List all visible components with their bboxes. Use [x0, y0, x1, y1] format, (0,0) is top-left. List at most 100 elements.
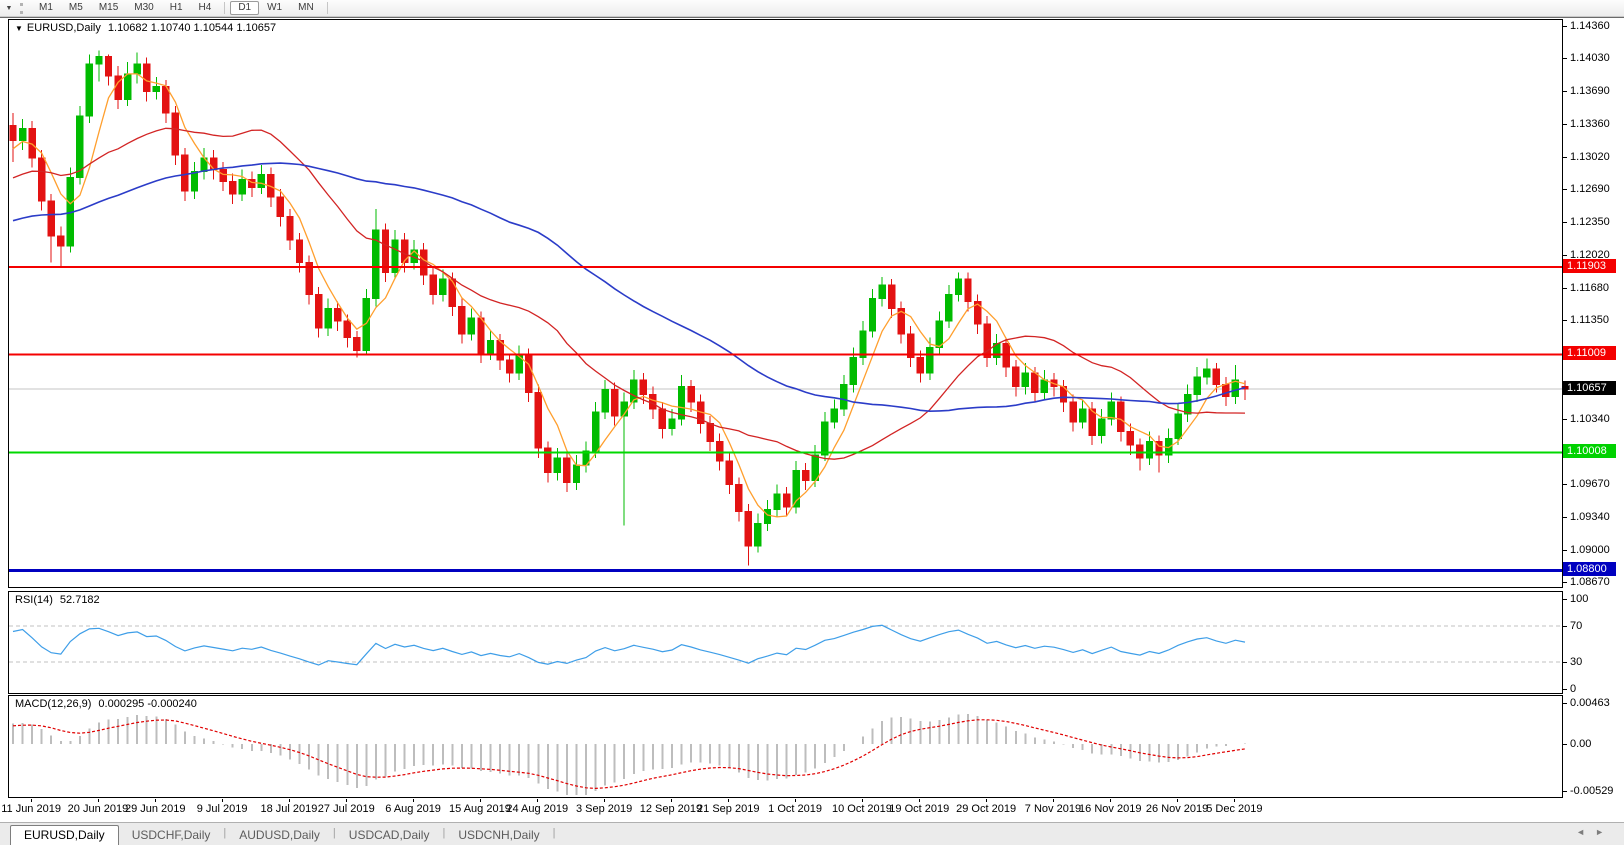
- macd-axis-tick: [1563, 703, 1567, 704]
- candle: [114, 66, 122, 110]
- date-axis-label: 27 Jul 2019: [317, 803, 375, 815]
- toolbar-grip-handle[interactable]: [20, 2, 25, 14]
- candlestick-plot[interactable]: [9, 20, 1562, 587]
- date-axis-label: 20 Jun 2019: [67, 803, 129, 815]
- candle: [782, 487, 791, 517]
- timeframe-button-h4[interactable]: H4: [198, 2, 212, 13]
- candle: [486, 330, 495, 361]
- price-tag-resistance-2: 1.11009: [1563, 346, 1616, 361]
- tab-divider: |: [442, 827, 446, 839]
- chart-tab-usdcad[interactable]: USDCAD,Daily: [348, 828, 430, 842]
- rsi-axis-label: 30: [1570, 656, 1583, 668]
- date-axis-tick: [986, 799, 988, 802]
- candle: [152, 76, 160, 100]
- macd-plot[interactable]: [9, 696, 1562, 797]
- date-axis-tick: [1234, 799, 1236, 802]
- candle: [324, 298, 332, 336]
- date-axis-tick: [479, 799, 481, 802]
- sma-mid-line: [12, 127, 1246, 460]
- timeframe-button-w1[interactable]: W1: [267, 2, 283, 13]
- price-axis-tick: [1563, 320, 1567, 322]
- tab-scroll-right-icon[interactable]: ►: [1595, 827, 1614, 837]
- rsi-axis-label: 100: [1570, 593, 1589, 605]
- date-axis-label: 7 Nov 2019: [1024, 803, 1082, 815]
- date-axis-label: 12 Sep 2019: [639, 803, 703, 815]
- candle: [429, 267, 437, 305]
- candle: [353, 330, 361, 358]
- candle: [1040, 369, 1049, 400]
- candle: [878, 277, 886, 307]
- candle: [1069, 394, 1077, 432]
- candle: [66, 167, 74, 253]
- candle: [190, 161, 199, 199]
- rsi-indicator-pane[interactable]: RSI(14) 52.7182: [8, 591, 1563, 694]
- chart-dropdown-button[interactable]: ▼: [5, 4, 13, 12]
- macd-label: MACD(12,26,9) 0.000295 -0.000240: [15, 698, 197, 710]
- tab-scroll-left-icon[interactable]: ◄: [1576, 827, 1596, 837]
- candle: [37, 150, 46, 211]
- price-tag-resistance-1: 1.11903: [1563, 259, 1616, 274]
- candle: [964, 272, 972, 312]
- candle: [725, 453, 733, 495]
- macd-name: MACD(12,26,9): [15, 698, 92, 710]
- timeframe-buttons: M1 M5 M15 M30 H1 H4 D1 W1 MN: [31, 1, 333, 15]
- chart-tab-usdchf[interactable]: USDCHF,Daily: [131, 828, 211, 842]
- candle: [639, 372, 647, 405]
- price-axis-tick: [1563, 91, 1567, 93]
- price-axis-tick: [1563, 287, 1567, 289]
- candle: [668, 409, 676, 436]
- candle: [1222, 376, 1230, 407]
- date-axis[interactable]: 11 Jun 2019 20 Jun 2019 29 Jun 2019 9 Jul 2…: [1, 799, 1563, 821]
- candle: [295, 233, 304, 273]
- date-axis-label: 29 Jun 2019: [124, 803, 186, 815]
- candle: [123, 62, 132, 107]
- timeframe-button-d1[interactable]: D1: [230, 1, 260, 15]
- candle: [926, 337, 934, 380]
- date-axis-label: 19 Oct 2019: [889, 803, 950, 815]
- date-axis-tick: [670, 799, 672, 802]
- price-axis-label: 1.13360: [1570, 117, 1610, 130]
- title-caret-icon[interactable]: ▼: [15, 24, 23, 33]
- timeframe-button-m5[interactable]: M5: [68, 2, 83, 13]
- candle: [219, 161, 227, 192]
- timeframe-button-mn[interactable]: MN: [298, 2, 314, 13]
- candle: [209, 150, 218, 180]
- macd-values: 0.000295 -0.000240: [98, 698, 197, 710]
- candle: [887, 279, 896, 319]
- candle: [954, 272, 963, 302]
- price-axis[interactable]: 1.14360 1.14030 1.13690 1.13360 1.13020 1.126…: [1563, 19, 1624, 815]
- timeframe-button-m30[interactable]: M30: [134, 2, 154, 13]
- timeframe-button-m1[interactable]: M1: [39, 2, 53, 13]
- candle: [515, 345, 523, 380]
- candle: [448, 272, 457, 317]
- rsi-name: RSI(14): [15, 594, 53, 606]
- date-axis-tick: [31, 799, 33, 802]
- date-axis-tick: [97, 799, 99, 802]
- candle: [1021, 363, 1029, 395]
- date-axis-label: 16 Nov 2019: [1079, 803, 1142, 815]
- timeframe-button-h1[interactable]: H1: [169, 2, 183, 13]
- candle: [1136, 438, 1144, 471]
- candle: [572, 454, 581, 491]
- price-tag-support: 1.10008: [1563, 444, 1616, 459]
- candle: [935, 311, 944, 356]
- rsi-plot[interactable]: [9, 592, 1562, 693]
- chart-tab-eurusd[interactable]: EURUSD,Daily: [10, 825, 119, 845]
- date-axis-label: 21 Sep 2019: [697, 803, 760, 815]
- date-axis-label: 11 Jun 2019: [1, 803, 61, 815]
- candle: [821, 411, 829, 461]
- macd-indicator-pane[interactable]: MACD(12,26,9) 0.000295 -0.000240: [8, 695, 1563, 798]
- price-axis-label: 1.09340: [1570, 510, 1610, 523]
- candle: [334, 301, 342, 331]
- main-price-pane[interactable]: ▼ EURUSD,Daily 1.10682 1.10740 1.10544 1.1…: [8, 19, 1563, 588]
- candle: [228, 173, 237, 204]
- timeframe-button-m15[interactable]: M15: [98, 2, 119, 13]
- chart-tab-audusd[interactable]: AUDUSD,Daily: [239, 828, 320, 842]
- candle: [897, 301, 905, 344]
- candle: [983, 316, 991, 368]
- macd-axis-tick: [1563, 790, 1567, 792]
- candle: [1098, 409, 1106, 444]
- date-axis-label: 26 Nov 2019: [1145, 803, 1209, 815]
- chart-tab-usdcnh[interactable]: USDCNH,Daily: [458, 828, 540, 842]
